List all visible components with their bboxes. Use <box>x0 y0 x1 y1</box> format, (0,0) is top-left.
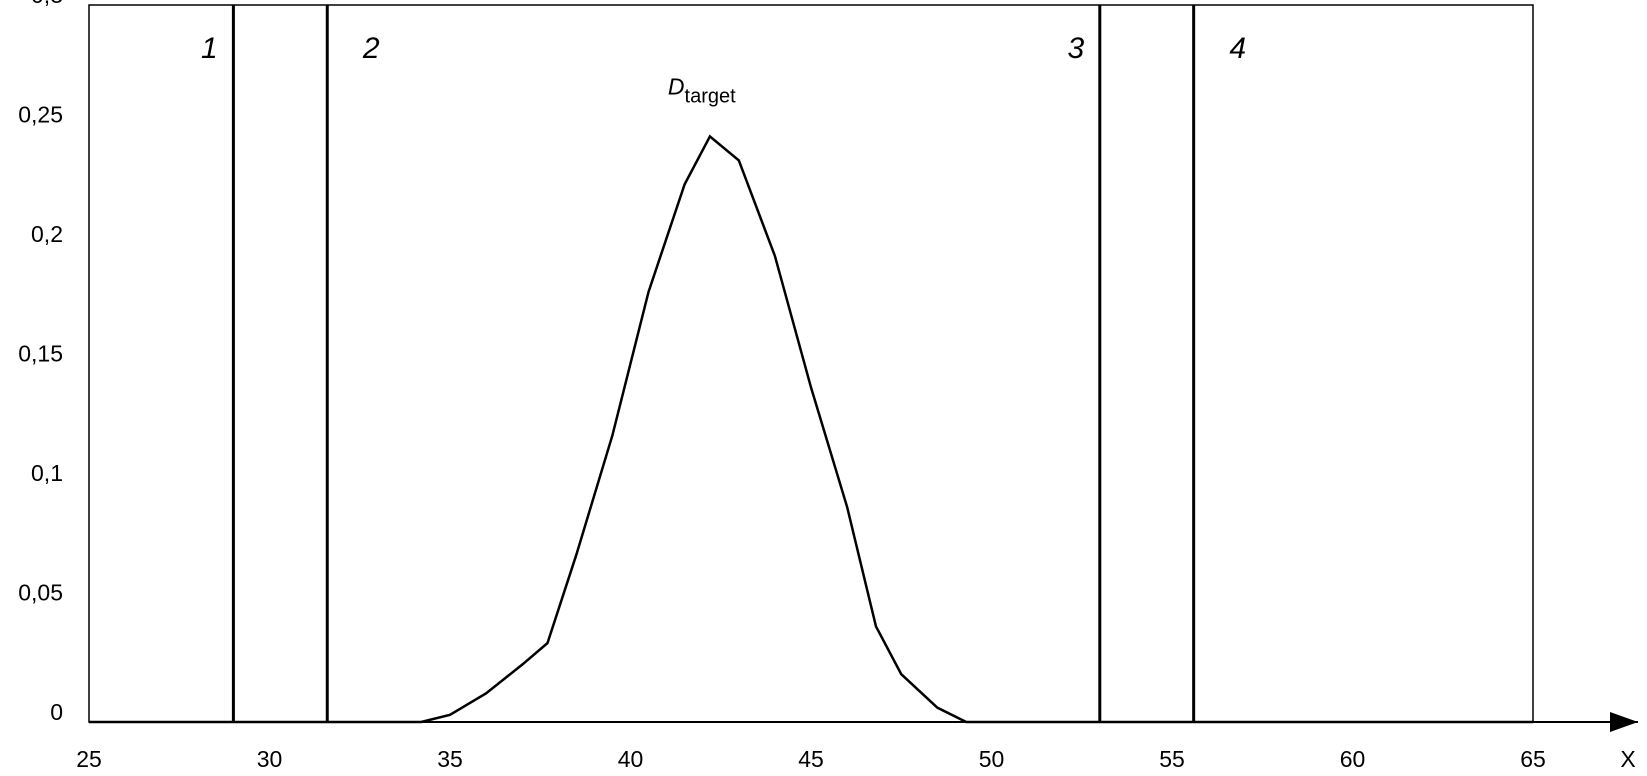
y-tick-label: 0,25 <box>18 102 63 128</box>
reference-line-label: 3 <box>1067 32 1084 65</box>
y-tick-label: 0,3 <box>31 0 63 8</box>
plot-frame <box>88 4 1534 723</box>
annotation: Dtarget <box>668 74 736 108</box>
x-tick-label: 60 <box>1340 746 1366 772</box>
x-tick-label: 35 <box>437 746 463 772</box>
x-tick-label: 45 <box>798 746 824 772</box>
y-tick-label: 0,2 <box>31 221 63 247</box>
reference-line-label: 2 <box>362 32 380 65</box>
curve <box>89 134 1533 724</box>
x-axis-label: X <box>1620 746 1635 772</box>
x-tick-label: 30 <box>257 746 283 772</box>
x-tick-label: 50 <box>979 746 1005 772</box>
reference-line-label: 1 <box>201 32 218 65</box>
reference-line-label: 4 <box>1229 32 1246 65</box>
x-tick-label: 40 <box>618 746 644 772</box>
x-tick-label: 65 <box>1520 746 1546 772</box>
annotation-main: D <box>668 74 685 100</box>
y-tick-label: 0 <box>50 699 63 725</box>
x-tick-label: 25 <box>76 746 102 772</box>
y-tick-label: 0,1 <box>31 460 63 486</box>
y-tick-label: 0,05 <box>18 580 63 606</box>
x-tick-label: 55 <box>1159 746 1185 772</box>
annotation-subscript: target <box>685 86 737 108</box>
y-tick-label: 0,15 <box>18 341 63 367</box>
